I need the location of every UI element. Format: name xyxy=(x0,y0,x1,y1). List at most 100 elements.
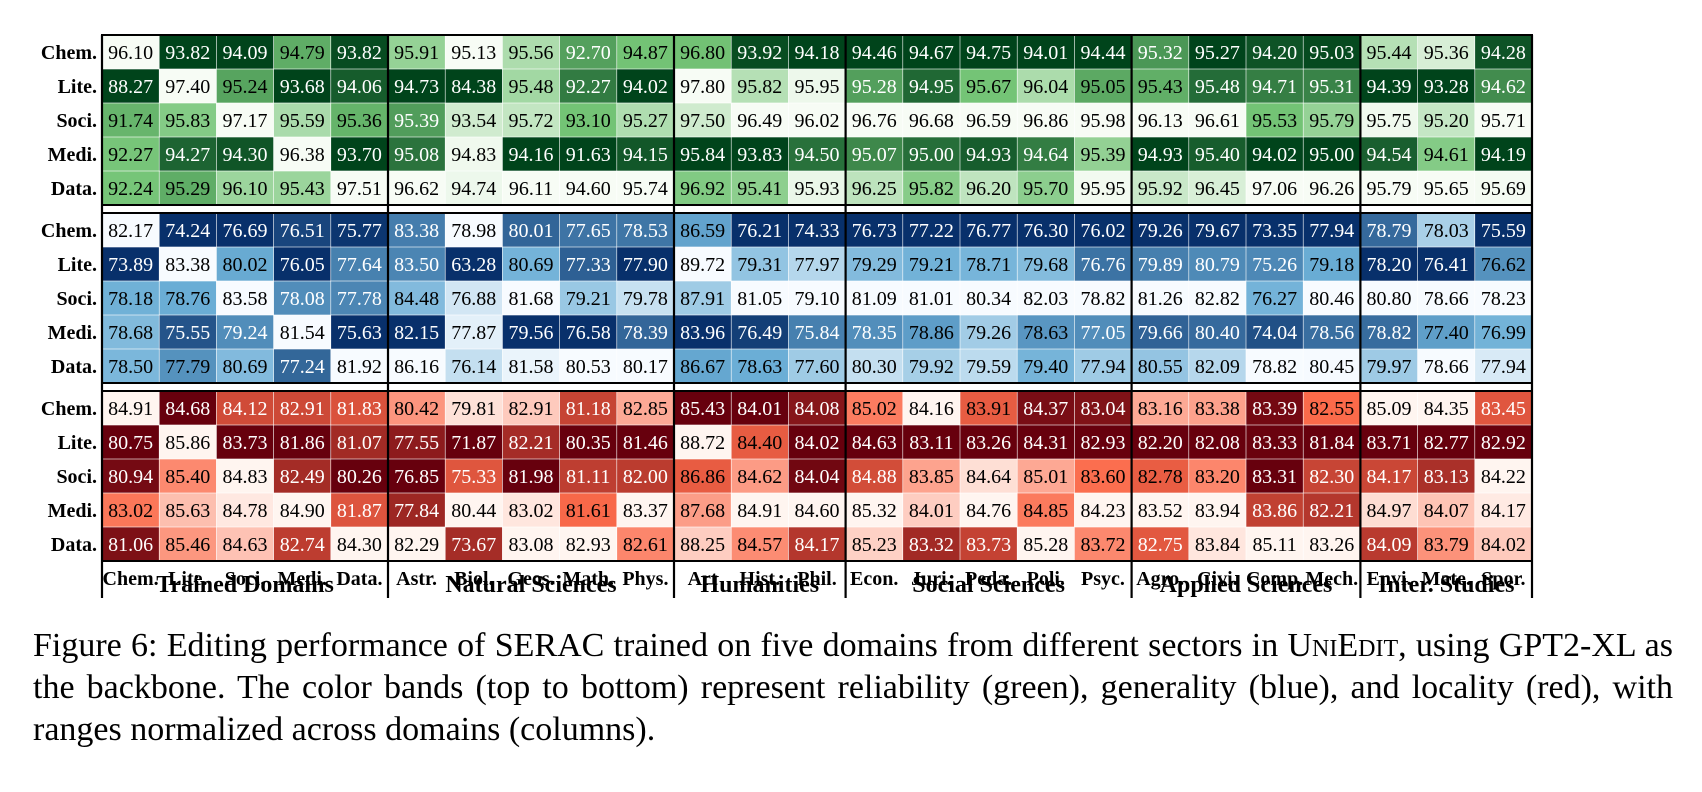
heatmap-cell xyxy=(1016,314,1076,350)
cell-value: 79.26 xyxy=(1138,220,1183,242)
cell-value: 81.84 xyxy=(1309,432,1354,454)
cell-value: 81.68 xyxy=(509,288,554,310)
cell-value: 82.21 xyxy=(1309,500,1354,522)
heatmap-cell xyxy=(845,280,904,316)
heatmap-cell xyxy=(387,136,446,172)
cell-value: 80.42 xyxy=(394,398,439,420)
cell-value: 83.13 xyxy=(1424,466,1469,488)
heatmap-cell xyxy=(1016,212,1076,248)
cell-value: 84.07 xyxy=(1424,500,1469,522)
cell-value: 95.95 xyxy=(1081,178,1126,200)
column-label: Biol. xyxy=(454,568,493,590)
cell-value: 77.33 xyxy=(566,254,611,276)
cell-value: 82.03 xyxy=(1023,288,1068,310)
heatmap-cell xyxy=(1302,102,1361,138)
cell-value: 94.20 xyxy=(1252,42,1297,64)
heatmap-cell xyxy=(330,68,389,104)
cell-value: 76.49 xyxy=(737,322,782,344)
cell-value: 95.13 xyxy=(451,42,496,64)
cell-value: 78.53 xyxy=(623,220,668,242)
heatmap-cell xyxy=(616,348,675,384)
cell-value: 95.98 xyxy=(1081,110,1126,132)
cell-value: 82.21 xyxy=(509,432,554,454)
cell-value: 84.31 xyxy=(1023,432,1068,454)
cell-value: 84.60 xyxy=(795,500,840,522)
row-label: Soci. xyxy=(56,288,97,310)
heatmap-cell xyxy=(1417,492,1476,528)
row-label: Medi. xyxy=(48,144,97,166)
cell-value: 80.80 xyxy=(1367,288,1412,310)
column-label: Astr. xyxy=(396,568,437,590)
heatmap-cell xyxy=(273,34,332,70)
cell-value: 85.46 xyxy=(165,534,210,556)
cell-value: 95.36 xyxy=(337,110,382,132)
heatmap-cell xyxy=(559,280,618,316)
cell-value: 93.92 xyxy=(737,42,782,64)
heatmap-cell xyxy=(673,314,732,350)
heatmap-cell xyxy=(902,68,961,104)
cell-value: 76.41 xyxy=(1424,254,1469,276)
heatmap-cell xyxy=(730,136,790,172)
row-label: Lite. xyxy=(58,76,97,98)
cell-value: 73.67 xyxy=(451,534,496,556)
heatmap-cell xyxy=(788,526,847,562)
row-label: Chem. xyxy=(41,220,97,242)
cell-value: 94.39 xyxy=(1367,76,1412,98)
heatmap-cell xyxy=(845,458,904,494)
heatmap-cell xyxy=(959,102,1018,138)
heatmap-cell xyxy=(845,102,904,138)
cell-value: 63.28 xyxy=(451,254,496,276)
cell-value: 81.61 xyxy=(566,500,611,522)
cell-value: 84.85 xyxy=(1023,500,1068,522)
heatmap-cell xyxy=(444,492,504,528)
cell-value: 73.35 xyxy=(1252,220,1297,242)
cell-value: 81.18 xyxy=(566,398,611,420)
cell-value: 83.02 xyxy=(108,500,153,522)
heatmap-cell xyxy=(902,314,961,350)
cell-value: 84.78 xyxy=(223,500,268,522)
cell-value: 95.00 xyxy=(1309,144,1354,166)
cell-value: 79.21 xyxy=(566,288,611,310)
caption-prefix: Figure 6: Editing performance of SERAC t… xyxy=(33,627,1288,664)
cell-value: 96.92 xyxy=(680,178,725,200)
cell-value: 78.82 xyxy=(1252,356,1297,378)
heatmap-cell xyxy=(158,34,217,70)
heatmap-cell xyxy=(330,246,389,282)
heatmap-cell xyxy=(959,136,1018,172)
cell-value: 86.59 xyxy=(680,220,725,242)
heatmap-cell xyxy=(158,526,217,562)
cell-value: 76.62 xyxy=(1481,254,1526,276)
cell-value: 79.67 xyxy=(1195,220,1240,242)
cell-value: 81.09 xyxy=(852,288,897,310)
heatmap-cell xyxy=(444,246,504,282)
cell-value: 85.43 xyxy=(680,398,725,420)
heatmap-cell xyxy=(502,492,561,528)
cell-value: 83.38 xyxy=(165,254,210,276)
row-label: Lite. xyxy=(58,432,97,454)
heatmap-cell xyxy=(788,492,847,528)
cell-value: 84.08 xyxy=(795,398,840,420)
row-label: Chem. xyxy=(41,398,97,420)
heatmap-cell xyxy=(616,280,675,316)
cell-value: 83.04 xyxy=(1081,398,1126,420)
heatmap-cell xyxy=(845,492,904,528)
heatmap-cell xyxy=(1188,136,1247,172)
cell-value: 95.79 xyxy=(1367,178,1412,200)
cell-value: 71.87 xyxy=(451,432,496,454)
heatmap-cell xyxy=(1417,170,1476,206)
cell-value: 77.05 xyxy=(1081,322,1126,344)
cell-value: 78.66 xyxy=(1424,288,1469,310)
heatmap-cell xyxy=(730,280,790,316)
cell-value: 82.82 xyxy=(1195,288,1240,310)
heatmap-cell xyxy=(1016,280,1076,316)
cell-value: 83.84 xyxy=(1195,534,1240,556)
heatmap-figure: Chem. Lite. Soci. Medi. Data. Chem. Lite. Soci.… xyxy=(41,34,1534,598)
cell-value: 77.60 xyxy=(795,356,840,378)
cell-value: 79.81 xyxy=(451,398,496,420)
heatmap-cell xyxy=(158,246,217,282)
heatmap-cell xyxy=(845,526,904,562)
cell-value: 77.78 xyxy=(337,288,382,310)
cell-value: 92.70 xyxy=(566,42,611,64)
heatmap-cell xyxy=(387,246,446,282)
cell-value: 82.85 xyxy=(623,398,668,420)
